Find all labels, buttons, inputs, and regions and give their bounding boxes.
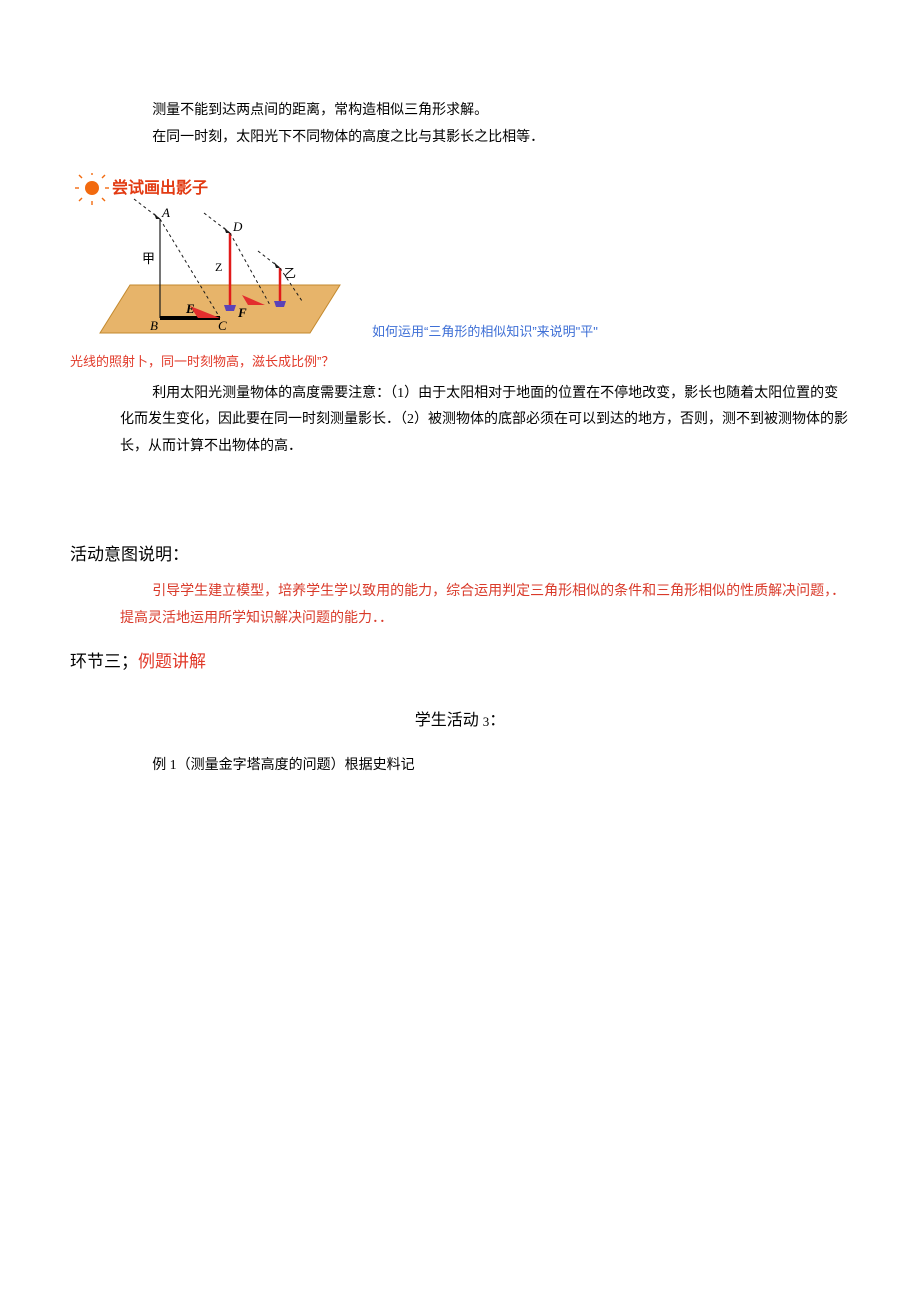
label-e: E	[185, 301, 195, 316]
label-c: C	[218, 318, 227, 333]
diagram-header: 尝试画出影子	[112, 178, 208, 197]
label-f: F	[237, 305, 247, 320]
label-b: B	[150, 318, 158, 333]
body-paragraph-2: 在同一时刻，太阳光下不同物体的高度之比与其影长之比相等．	[120, 125, 850, 152]
sun-icon	[75, 173, 109, 205]
pole-mid-base	[224, 305, 236, 311]
label-a: A	[161, 205, 170, 220]
label-z: Z	[215, 260, 222, 274]
diagram-caption-blue: 如何运用“三角形的相似知识”来说明"平"	[372, 324, 598, 339]
student-activity-colon: ：	[489, 712, 505, 729]
diagram-block: 尝试画出影子	[70, 173, 850, 375]
activity-body: 引导学生建立模型，培养学生学以致用的能力，综合运用判定三角形相似的条件和三角形相…	[120, 579, 850, 632]
label-jia: 甲	[142, 251, 155, 266]
label-d: D	[232, 219, 243, 234]
section-link-3: 环节三；例题讲解	[70, 646, 850, 678]
link3-title: 例题讲解	[138, 652, 206, 671]
student-activity-text: 学生活动	[415, 712, 479, 729]
activity-heading: 活动意图说明：	[70, 539, 850, 571]
example-1: 例 1（测量金字塔高度的问题）根据史料记	[120, 753, 850, 780]
student-activity-title: 学生活动 3：	[70, 706, 850, 736]
body-paragraph-1: 测量不能到达两点间的距离，常构造相似三角形求解。	[120, 98, 850, 125]
diagram-caption-red: 光线的照射卜，同一时刻物高，滋长成比例”？	[70, 350, 850, 375]
label-yi: 乙	[284, 266, 296, 280]
body-paragraph-3: 利用太阳光测量物体的高度需要注意：（1）由于太阳相对于地面的位置在不停地改变，影…	[120, 381, 850, 461]
pole-right-base	[274, 301, 286, 307]
shadow-diagram: 尝试画出影子	[70, 173, 342, 348]
link3-prefix: 环节三；	[70, 652, 138, 671]
